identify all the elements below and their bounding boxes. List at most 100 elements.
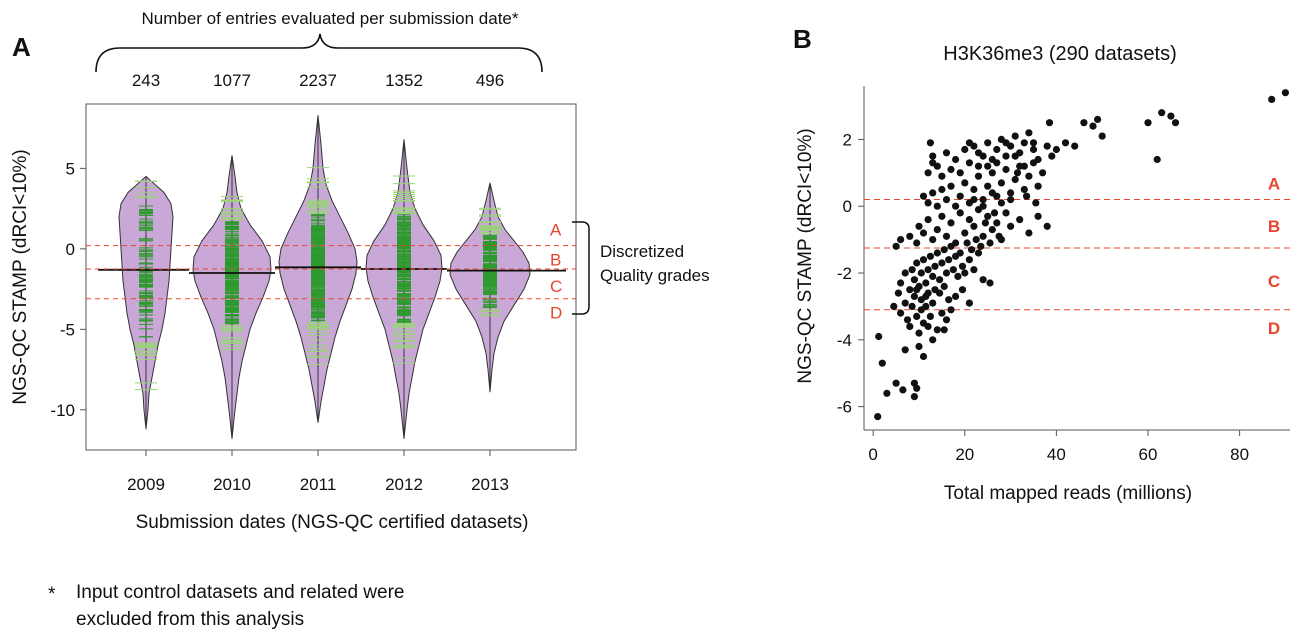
scatter-point [917,269,925,277]
x-tick-label-b: 40 [1047,445,1066,464]
grade-label-b-C: C [1268,272,1280,291]
scatter-point [924,322,932,331]
x-axis-title-a: Submission dates (NGS-QC certified datas… [136,512,529,533]
scatter-point [906,322,914,331]
scatter-point [924,199,932,207]
scatter-point [1281,89,1289,97]
grade-label-b-B: B [1268,217,1280,236]
scatter-point [1002,209,1010,217]
scatter-point [929,189,937,197]
scatter-point [931,286,939,294]
scatter-point [945,256,953,264]
scatter-point [958,262,967,270]
scatter-point [1013,169,1022,177]
scatter-point [1048,152,1056,160]
scatter-point [974,172,983,180]
footnote-line1: Input control datasets and related were [76,582,404,603]
scatter-point [926,312,935,320]
panel-letter-b: B [793,24,812,54]
entry-count-2009: 243 [132,71,160,90]
scatter-point [972,236,980,244]
y-tick-label-a: 0 [66,240,75,259]
scatter-point [942,232,951,240]
scatter-point [945,296,953,304]
scatter-point [984,182,992,190]
scatter-point [929,159,937,167]
scatter-point [954,272,962,280]
scatter-point [947,165,955,174]
scatter-point [938,172,946,180]
scatter-point [952,239,960,247]
scatter-point [1029,145,1038,154]
entry-count-2011: 2237 [299,71,337,90]
scatter-point [922,292,930,300]
scatter-point [947,219,955,227]
scatter-point [990,209,999,217]
scatter-point [997,199,1006,207]
scatter-point [901,269,909,277]
scatter-point [961,269,969,277]
entries-label: Number of entries evaluated per submissi… [141,9,518,28]
scatter-point [938,212,946,220]
scatter-point [974,149,983,157]
scatter-point [913,286,921,294]
scatter-point [1007,222,1015,230]
grade-thresholds-b [864,199,1290,311]
scatter-point [984,162,992,170]
scatter-point [1025,172,1033,180]
scatter-point [956,249,964,257]
scatter-point [1045,119,1054,127]
scatter-point [979,202,987,210]
scatter-point [988,189,996,197]
scatter-point [958,286,967,294]
x-tick-label-a: 2010 [213,475,251,494]
scatter-point [1020,162,1028,170]
grade-bracket [572,221,590,315]
grade-label-a-B: B [550,250,561,269]
scatter-point [1039,169,1047,177]
scatter-point [933,202,941,210]
scatter-point [947,182,955,190]
scatter-point [919,352,928,361]
scatter-point [1167,112,1175,120]
scatter-point [929,336,937,344]
scatter-point [1007,196,1015,204]
scatter-point [938,185,946,194]
scatter-point [1034,212,1042,220]
scatter-title: H3K36me3 (290 datasets) [943,43,1176,65]
scatter-point [970,185,978,194]
scatter-point [908,302,916,310]
scatter-point [883,389,891,397]
scatter-point [942,149,951,157]
scatter-point [979,232,987,240]
scatter-point [984,212,992,220]
scatter-point [1080,119,1088,127]
scatter-point [961,145,969,154]
x-axis-a: 2009 2010 2011 2012 2013 [127,450,509,494]
scatter-point [947,306,955,314]
scatter-point [938,309,946,317]
scatter-point [1032,199,1040,207]
scatter-point [926,139,935,147]
entries-brace [95,33,543,73]
y-tick-label-b: -4 [837,331,852,350]
y-tick-label-a: -10 [50,401,75,420]
scatter-point [1052,145,1060,154]
footnote-line2: excluded from this analysis [76,609,304,630]
x-tick-label-a: 2011 [300,475,337,494]
scatter-point [899,386,907,394]
scatter-point [936,276,944,284]
scatter-point [965,299,974,307]
scatter-point [910,292,919,300]
scatter-point [892,379,900,387]
scatter-point [897,236,905,244]
scatter-point [993,219,1001,227]
scatter-point [908,266,916,274]
scatter-point [924,169,932,177]
scatter-point [926,252,935,260]
scatter-point [942,196,951,204]
scatter-point [901,346,909,354]
scatter-point [956,192,964,200]
violins [98,115,566,439]
